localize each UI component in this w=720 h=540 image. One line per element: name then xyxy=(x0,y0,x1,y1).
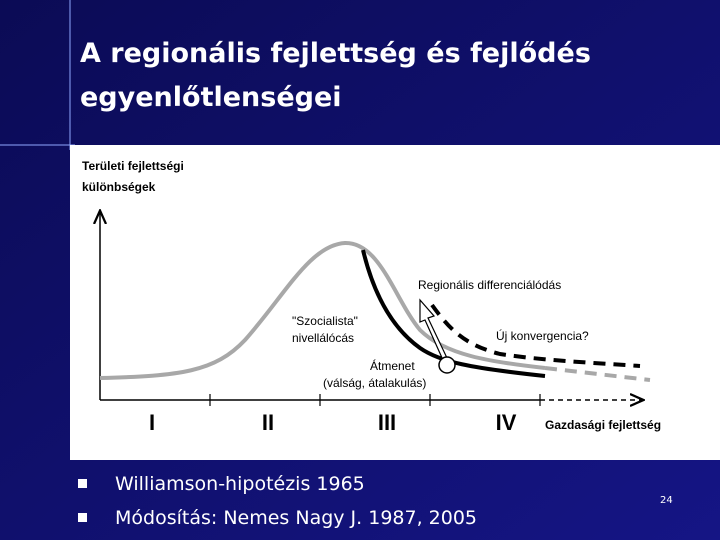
bullet-marker xyxy=(78,479,87,488)
transition-point xyxy=(438,356,456,374)
arrow xyxy=(419,298,448,361)
gray-curve xyxy=(99,240,546,380)
title: egyenlőtlenségei xyxy=(80,82,342,113)
bullet-text: Williamson-hipotézis 1965 xyxy=(115,473,365,495)
phase-label: II xyxy=(262,410,274,435)
annotation: (válság, átalakulás) xyxy=(323,376,426,390)
gray-curve-dashed xyxy=(544,366,651,382)
x-axis-label: Gazdasági fejlettség xyxy=(545,418,661,432)
bullet-marker xyxy=(78,513,87,522)
phase-label: I xyxy=(149,410,155,435)
y-axis-label: Területi fejlettségi xyxy=(82,159,184,173)
phase-label: IV xyxy=(496,410,517,435)
annotation: "Szocialista" xyxy=(292,314,358,328)
annotation: nivellálócás xyxy=(292,331,354,345)
annotation: Új konvergencia? xyxy=(496,328,589,343)
phase-ticks xyxy=(209,394,541,406)
annotation: Átmenet xyxy=(370,358,415,373)
bullet-text: Módosítás: Nemes Nagy J. 1987, 2005 xyxy=(115,507,477,529)
page-number: 24 xyxy=(660,495,673,506)
black-curve xyxy=(361,249,546,378)
phase-label: III xyxy=(378,410,396,435)
title: A regionális fejlettség és fejlődés xyxy=(80,38,591,69)
diagram: Területi fejlettségi különbségek I II II… xyxy=(82,159,661,435)
annotation: Regionális differenciálódás xyxy=(418,278,561,292)
y-axis-label: különbségek xyxy=(82,180,156,194)
black-curve-dashed xyxy=(430,303,641,368)
diagram-panel xyxy=(70,145,720,460)
